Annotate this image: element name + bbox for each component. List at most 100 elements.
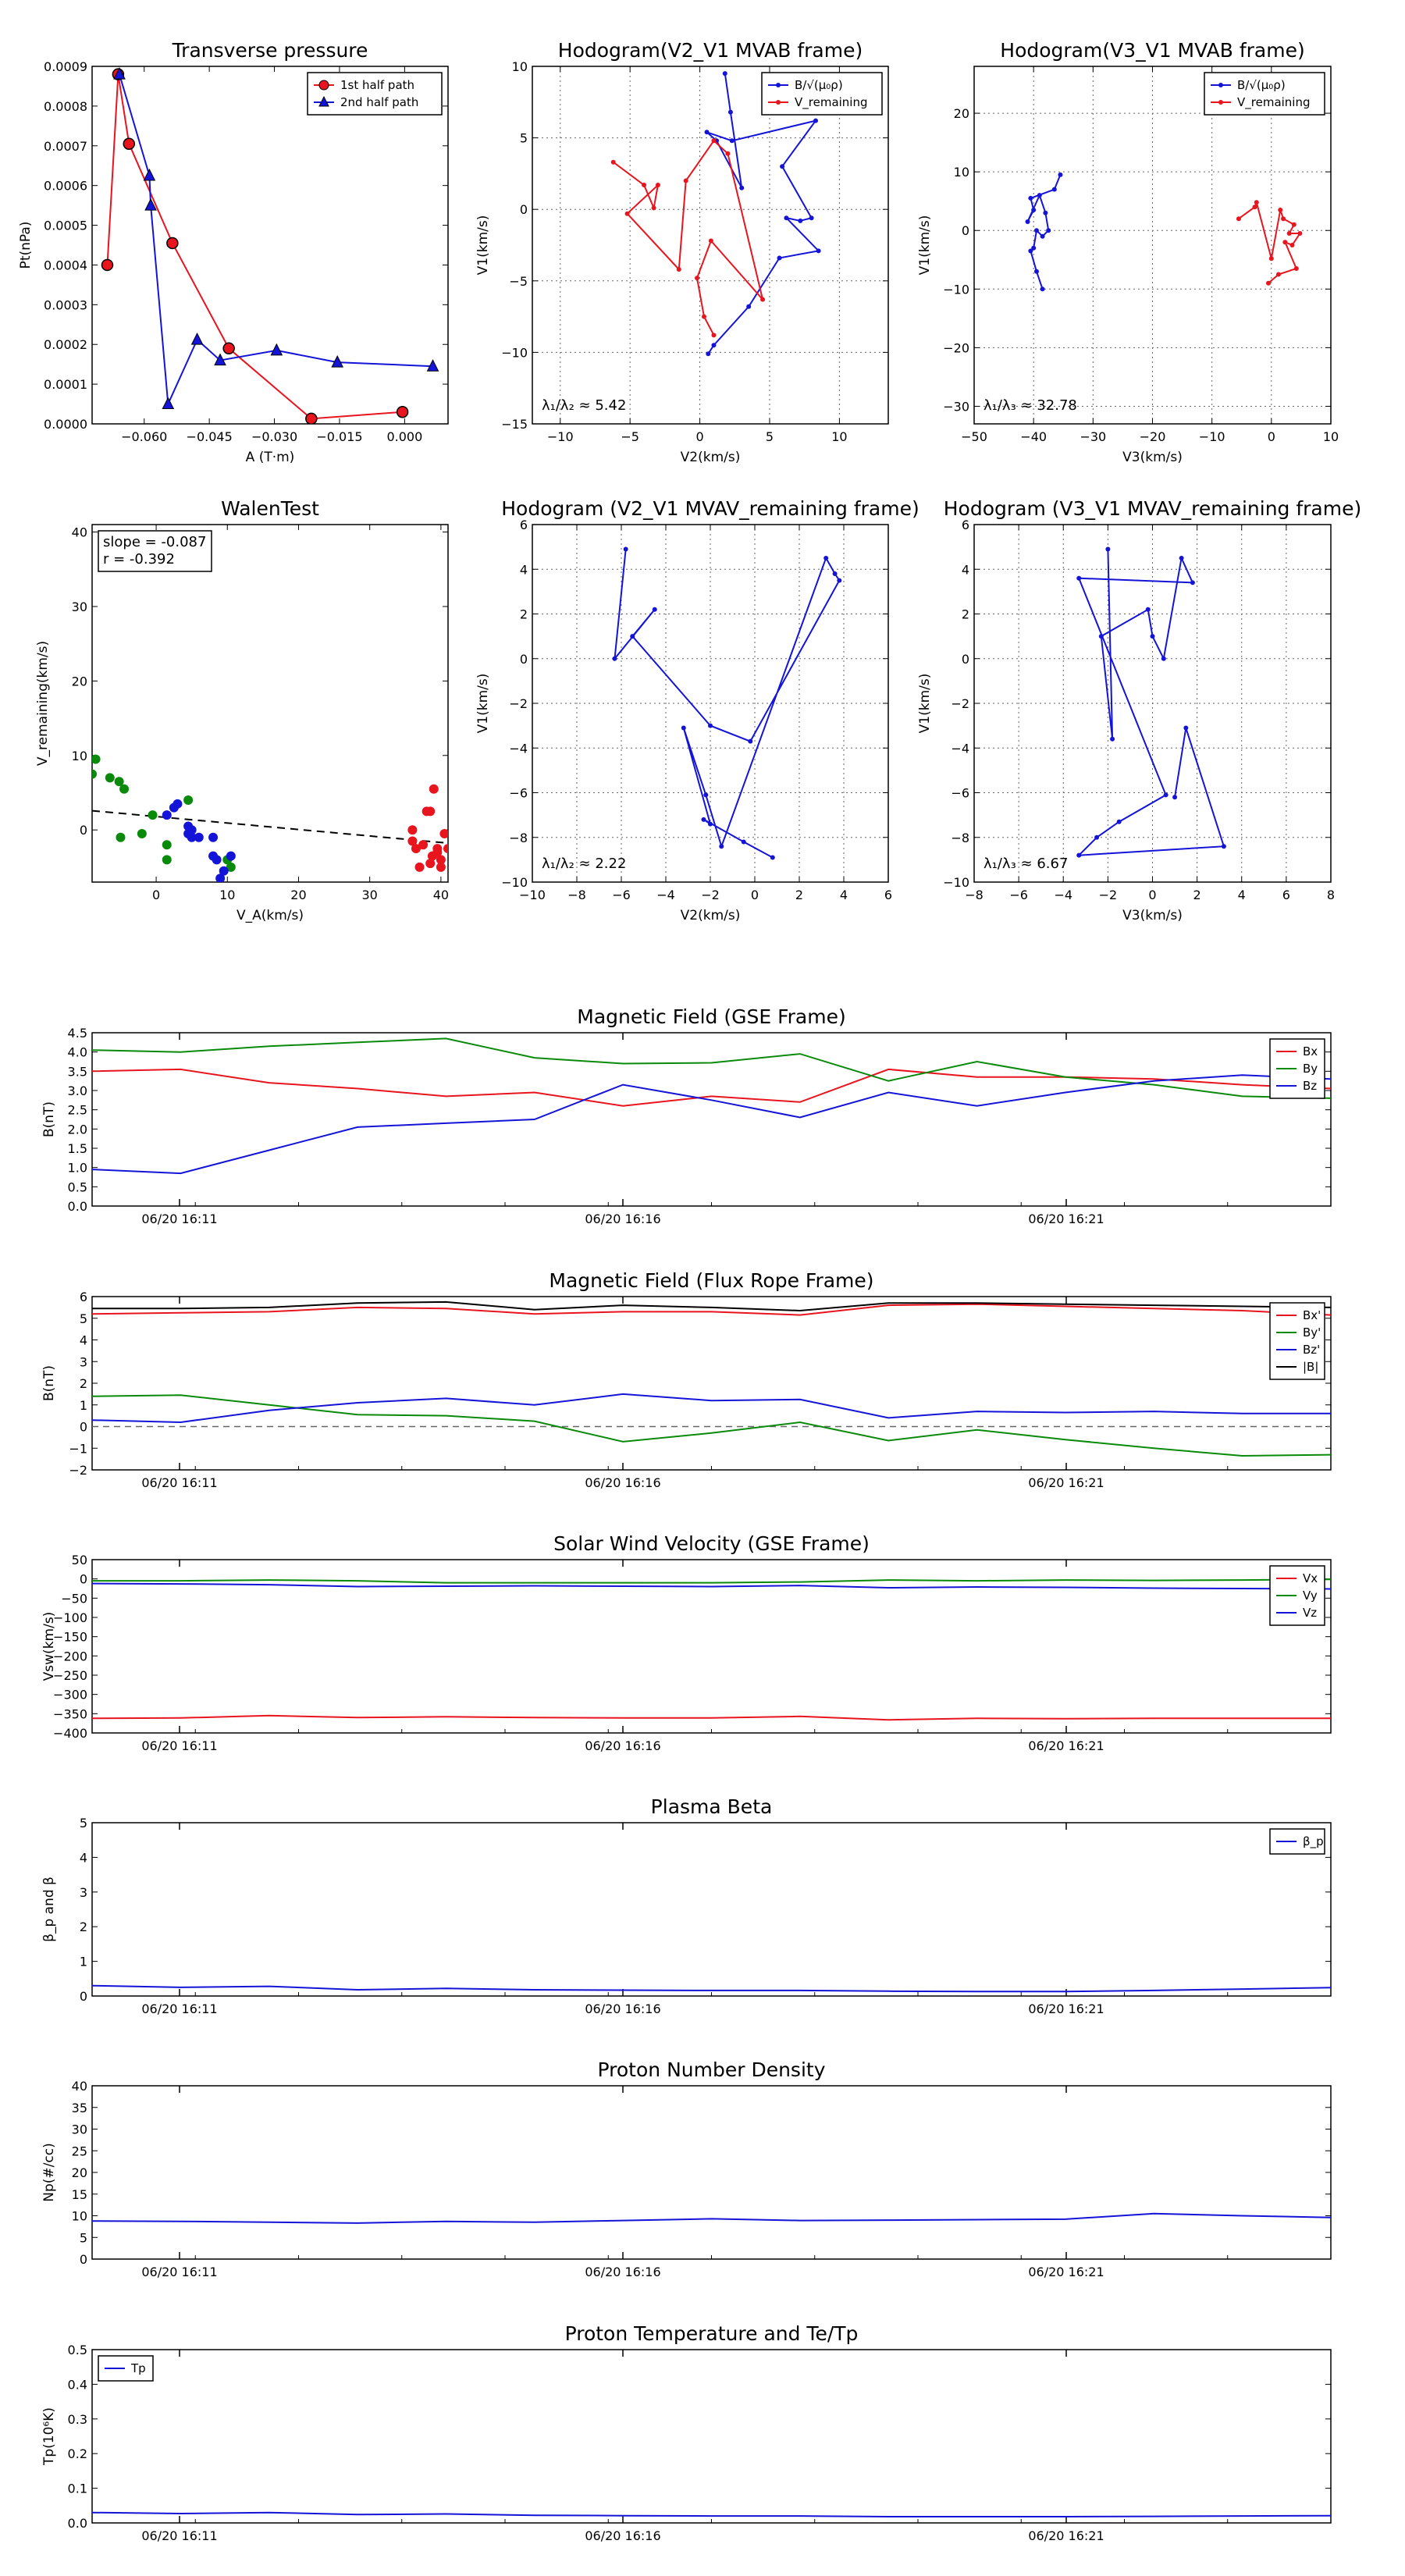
- legend-label: Tp: [130, 2361, 146, 2375]
- y-tick-label: 2: [962, 607, 969, 622]
- legend-label: Vz: [1303, 1606, 1317, 1620]
- hodogram-v3-mvav-title: Hodogram (V3_V1 MVAV_remaining frame): [944, 497, 1362, 520]
- hodogram-v3-mvav-chart: Hodogram (V3_V1 MVAV_remaining frame) −10…: [917, 497, 1361, 923]
- x-tick-label: 06/20 16:16: [585, 1475, 660, 1490]
- x-tick-label: 30: [362, 888, 378, 902]
- data-point: [123, 137, 136, 150]
- legend-label: V_remaining: [795, 95, 868, 110]
- data-point: [1278, 207, 1283, 212]
- y-tick-label: 3.5: [68, 1064, 87, 1079]
- data-point: [1150, 634, 1155, 639]
- y-tick-label: −6: [509, 786, 528, 801]
- data-point: [652, 607, 657, 612]
- data-point: [162, 840, 172, 850]
- data-point: [166, 237, 179, 250]
- x-tick-label: −6: [612, 888, 631, 902]
- y-tick-label: 10: [954, 165, 969, 180]
- y-tick-label: 0: [520, 652, 528, 667]
- hodogram-v2-mvab-legend: B/√(μ₀ρ) V_remaining: [761, 72, 883, 116]
- x-tick-label: −8: [567, 888, 586, 902]
- data-point: [113, 67, 126, 80]
- hodogram-v3-mvab-annotation: λ₁/λ₃ ≈ 32.78: [984, 397, 1077, 414]
- hodogram-v2-mvab-ylabel: V1(km/s): [475, 215, 491, 276]
- data-point: [219, 866, 229, 876]
- y-tick-label: −2: [69, 1463, 87, 1478]
- y-tick-label: 0.0006: [44, 179, 87, 194]
- legend-marker: [1218, 100, 1223, 105]
- proton-number-density-chart: Proton Number Density 0 5 10 15 20 25 30 35 40 06/…: [41, 2058, 1332, 2279]
- x-tick-label: −0.030: [251, 429, 297, 444]
- plasma-beta-title: Plasma Beta: [651, 1795, 773, 1818]
- data-point: [741, 839, 746, 845]
- y-tick-label: 0.0005: [44, 219, 87, 233]
- data-point: [226, 862, 236, 872]
- data-point: [1110, 736, 1115, 742]
- x-tick-label: 06/20 16:11: [141, 2265, 217, 2279]
- magnetic-field-gse-title: Magnetic Field (GSE Frame): [577, 1005, 845, 1028]
- x-tick-label: 06/20 16:21: [1028, 2528, 1104, 2543]
- legend-label: Bx: [1303, 1044, 1318, 1059]
- y-tick-label: 20: [72, 674, 87, 688]
- data-point: [809, 215, 814, 221]
- data-point: [1031, 245, 1037, 251]
- legend-label: Vx: [1303, 1571, 1318, 1585]
- hodogram-v2-mvab-plot-area: [610, 71, 821, 357]
- data-point: [1051, 187, 1057, 192]
- data-point: [426, 359, 439, 372]
- magnetic-field-flux-rope-ylabel: B(nT): [41, 1365, 57, 1401]
- data-point: [1040, 233, 1045, 239]
- data-point: [407, 836, 418, 846]
- transverse-pressure-xlabel: A (T·m): [246, 450, 295, 465]
- transverse-pressure-chart: Transverse pressure 0.0000 0.0001 0.0002 0.0…: [18, 39, 449, 465]
- x-tick-label: −30: [1080, 429, 1106, 444]
- y-tick-label: 20: [954, 106, 969, 121]
- y-tick-label: 0.1: [68, 2482, 87, 2496]
- legend-box: [307, 72, 443, 116]
- y-tick-label: −8: [509, 831, 528, 845]
- y-tick-label: −400: [53, 1726, 87, 1741]
- data-point: [1043, 210, 1048, 215]
- y-tick-label: 0: [80, 1572, 87, 1587]
- x-tick-label: 10: [1323, 429, 1339, 444]
- data-point: [1183, 725, 1189, 731]
- y-tick-label: −4: [951, 741, 969, 756]
- magnetic-field-flux-rope-series-line-0: [92, 1303, 1331, 1316]
- data-point: [425, 859, 436, 869]
- data-point: [1286, 230, 1292, 236]
- hodogram-v2-mvav-xlabel: V2(km/s): [681, 908, 741, 923]
- legend-label: β_p: [1303, 1834, 1324, 1849]
- x-tick-label: 0: [152, 888, 160, 902]
- y-tick-label: 6: [520, 518, 528, 532]
- x-tick-label: 0: [695, 429, 703, 444]
- axes-frame: [91, 1296, 1332, 1471]
- legend-label: |B|: [1303, 1360, 1318, 1374]
- axes-frame: [91, 2349, 1332, 2524]
- data-point: [719, 844, 724, 849]
- data-point: [1275, 272, 1281, 277]
- magnetic-field-gse-legend: Bx By Bz: [1269, 1038, 1325, 1099]
- x-tick-label: −20: [1140, 429, 1166, 444]
- x-tick-label: −10: [519, 888, 546, 902]
- data-point: [1033, 269, 1039, 274]
- y-tick-label: −10: [943, 282, 969, 297]
- x-tick-label: 0: [1148, 888, 1156, 902]
- y-tick-label: 3: [80, 1354, 87, 1369]
- data-point: [214, 353, 226, 366]
- y-tick-label: 0.0: [68, 1199, 87, 1214]
- y-tick-label: 4: [520, 562, 528, 577]
- legend-marker: [1218, 83, 1223, 87]
- y-tick-label: 0: [962, 652, 969, 667]
- hodogram-v3-mvab-series-line-1: [1238, 199, 1302, 284]
- y-tick-label: −10: [501, 345, 528, 360]
- magnetic-field-flux-rope-series-line-2: [92, 1393, 1331, 1424]
- hodogram-v2-mvav-chart: Hodogram (V2_V1 MVAV_remaining frame) −10…: [475, 497, 919, 923]
- legend-label: 2nd half path: [340, 95, 418, 109]
- data-point: [695, 276, 700, 281]
- proton-number-density-title: Proton Number Density: [598, 2058, 826, 2081]
- y-tick-label: 0.3: [68, 2412, 87, 2427]
- x-tick-label: 4: [840, 888, 848, 902]
- data-point: [1268, 256, 1274, 262]
- data-point: [1031, 207, 1037, 212]
- hodogram-v3-mvab-series-line-0: [1026, 174, 1062, 290]
- x-tick-label: 06/20 16:21: [1028, 1475, 1104, 1490]
